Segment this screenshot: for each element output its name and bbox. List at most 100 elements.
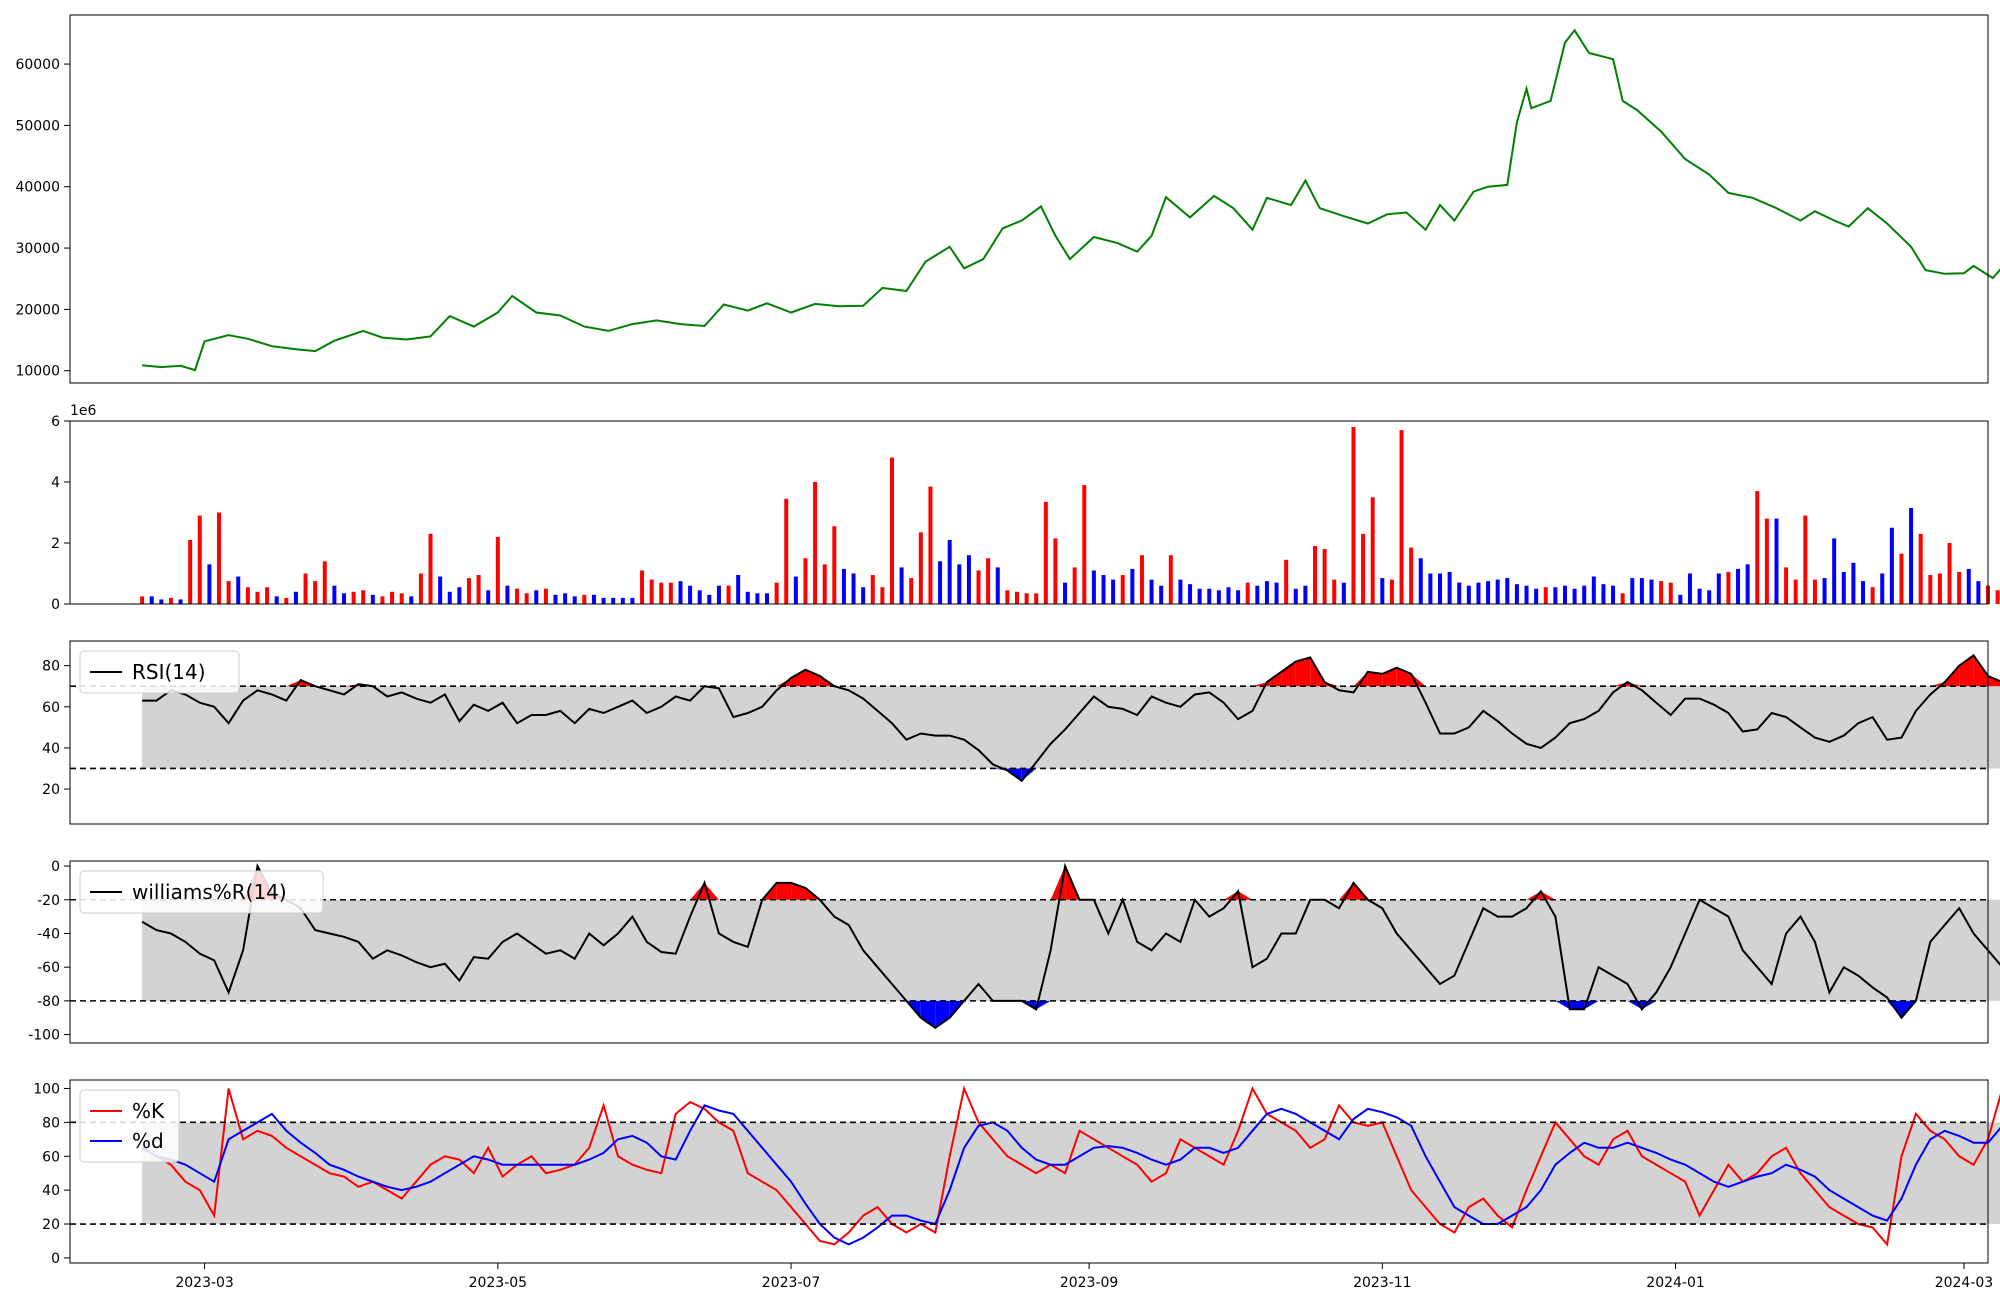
volume-bar bbox=[1745, 564, 1750, 604]
volume-bar bbox=[957, 564, 962, 604]
rsi-overbought-fill bbox=[1252, 682, 1267, 687]
volume-bar bbox=[217, 512, 222, 604]
volume-bar bbox=[476, 575, 481, 604]
volume-bar bbox=[1880, 573, 1885, 604]
volume-bar bbox=[1380, 578, 1385, 604]
volume-bar bbox=[899, 567, 904, 604]
volume-bar bbox=[1630, 578, 1635, 604]
legend: williams%R(14) bbox=[79, 870, 324, 914]
rsi-oversold-fill bbox=[1021, 768, 1037, 781]
volume-bar bbox=[1101, 575, 1106, 604]
volume-bar bbox=[851, 573, 856, 604]
volume-bar bbox=[284, 597, 289, 604]
stochastic-d-line bbox=[141, 1104, 2000, 1246]
volume-bar bbox=[861, 587, 866, 604]
volume-bar bbox=[447, 591, 452, 604]
volume-bar bbox=[668, 582, 673, 604]
volume-bar bbox=[515, 588, 520, 604]
williams-overbought-fill bbox=[690, 882, 705, 900]
stochastic-tick-label: 40 bbox=[42, 1183, 60, 1199]
rsi-overbought-fill bbox=[791, 669, 806, 687]
volume-bar bbox=[774, 582, 779, 604]
volume-bar bbox=[428, 533, 433, 604]
volume-bar bbox=[1120, 575, 1125, 604]
volume-bar bbox=[1111, 579, 1116, 604]
volume-bar bbox=[1024, 593, 1029, 604]
volume-bar bbox=[1697, 588, 1702, 604]
volume-tick-label: 4 bbox=[51, 475, 60, 491]
volume-bar bbox=[928, 486, 933, 604]
volume-bar bbox=[409, 596, 414, 604]
volume-bar bbox=[1361, 533, 1366, 604]
volume-bar bbox=[1351, 427, 1356, 604]
volume-bar bbox=[832, 526, 837, 604]
volume-bar bbox=[1611, 585, 1616, 604]
volume-bar bbox=[226, 581, 231, 604]
williams-tick-label: 0 bbox=[51, 859, 60, 875]
volume-bar bbox=[505, 585, 510, 604]
volume-bar bbox=[553, 594, 558, 604]
volume-bar bbox=[1534, 588, 1539, 604]
legend: %K %d bbox=[79, 1089, 180, 1163]
volume-bar bbox=[1438, 573, 1442, 604]
price-tick-label: 50000 bbox=[15, 118, 60, 134]
volume-bar bbox=[1755, 491, 1760, 604]
x-tick-label: 2023-05 bbox=[469, 1275, 528, 1291]
volume-bar bbox=[351, 591, 356, 604]
rsi-band bbox=[142, 686, 2000, 769]
volume-bar bbox=[784, 498, 789, 604]
volume-bar bbox=[1928, 575, 1933, 604]
volume-bar bbox=[1851, 562, 1856, 604]
volume-bar bbox=[1226, 587, 1231, 604]
volume-bar bbox=[1197, 588, 1202, 604]
legend-label: williams%R(14) bbox=[132, 880, 287, 904]
volume-bar bbox=[582, 594, 587, 604]
legend-box bbox=[79, 1089, 180, 1163]
volume-bar bbox=[1264, 581, 1269, 604]
volume-bar bbox=[1966, 568, 1971, 604]
volume-bar bbox=[995, 567, 1000, 604]
volume-bar bbox=[1899, 553, 1904, 604]
volume-bar bbox=[1841, 571, 1846, 604]
rsi-tick-label: 20 bbox=[42, 782, 60, 798]
volume-bar bbox=[418, 573, 423, 604]
volume-bar bbox=[1947, 543, 1952, 604]
volume-bar bbox=[1784, 567, 1789, 604]
volume-bar bbox=[591, 594, 596, 604]
volume-bar bbox=[1620, 593, 1625, 604]
volume-bar bbox=[986, 558, 991, 604]
volume-bar bbox=[399, 593, 404, 604]
williams-tick-label: -80 bbox=[37, 994, 60, 1010]
volume-bar bbox=[1591, 576, 1596, 604]
stochastic-tick-label: 80 bbox=[42, 1115, 60, 1131]
volume-bar bbox=[380, 596, 385, 604]
stochastic-k-line bbox=[141, 1085, 2000, 1247]
rsi-overbought-fill bbox=[1382, 667, 1397, 687]
volume-bar bbox=[1332, 579, 1337, 604]
volume-bar bbox=[1293, 588, 1298, 604]
volume-bar bbox=[841, 568, 846, 604]
williams-oversold-fill bbox=[1569, 1000, 1585, 1010]
volume-bar bbox=[1178, 579, 1183, 604]
volume-tick-label: 0 bbox=[51, 597, 60, 613]
volume-bar bbox=[1043, 501, 1048, 604]
volume-bar bbox=[1505, 578, 1510, 604]
volume-bar bbox=[1466, 585, 1471, 604]
volume-bar bbox=[1514, 584, 1519, 604]
volume-bar bbox=[1082, 485, 1087, 604]
stochastic-tick-label: 0 bbox=[51, 1251, 60, 1267]
volume-bar bbox=[572, 596, 577, 604]
volume-bar bbox=[255, 591, 260, 604]
price-tick-label: 60000 bbox=[15, 57, 60, 73]
volume-bar bbox=[486, 590, 491, 604]
volume-bar bbox=[601, 597, 606, 604]
volume-bar bbox=[678, 581, 683, 604]
volume-bar bbox=[1005, 590, 1010, 604]
price-tick-label: 10000 bbox=[15, 364, 60, 380]
volume-bar bbox=[1399, 430, 1404, 604]
volume-bar bbox=[1678, 594, 1683, 604]
volume-bar bbox=[765, 593, 770, 604]
volume-bar bbox=[245, 587, 250, 604]
